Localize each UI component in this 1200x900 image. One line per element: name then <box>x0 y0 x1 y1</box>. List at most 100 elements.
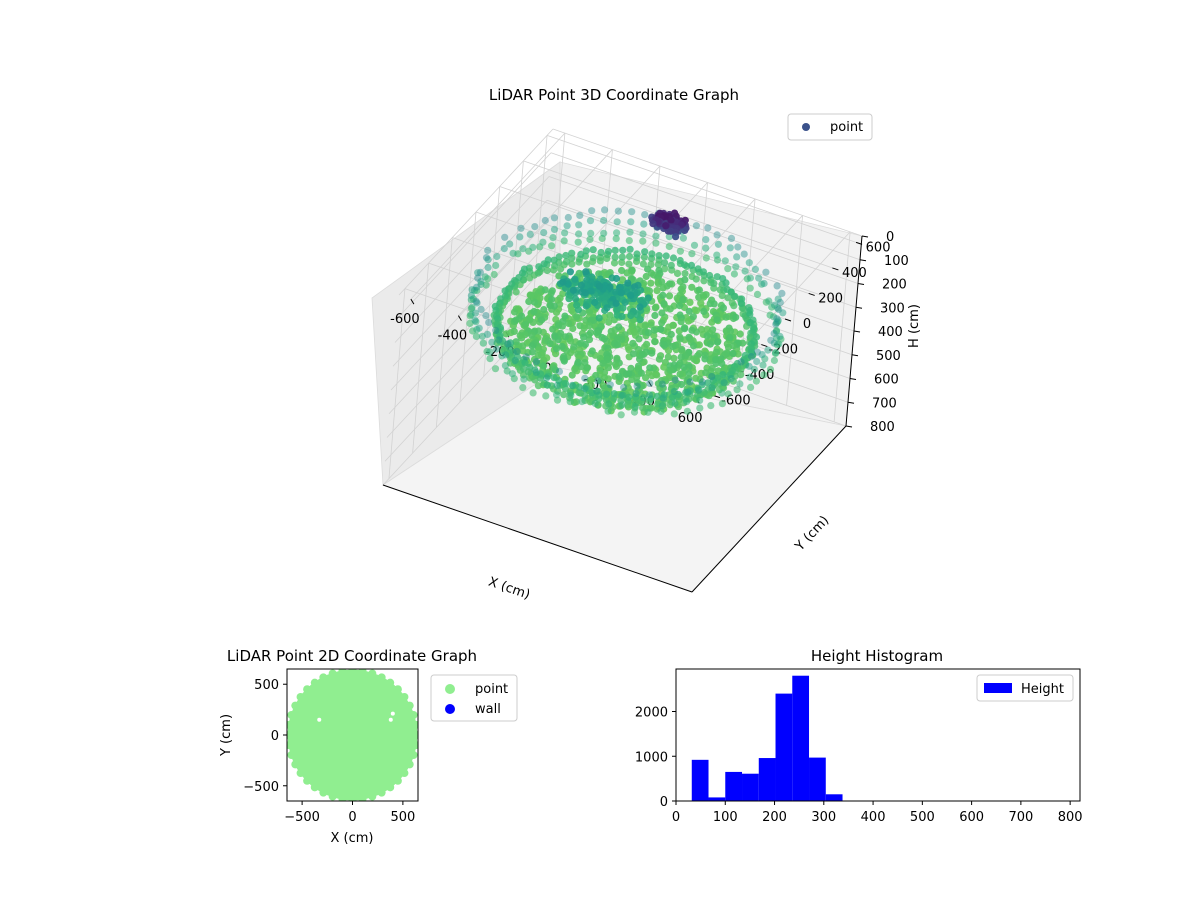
point-3d <box>707 402 715 410</box>
point-3d <box>520 375 528 383</box>
point-3d <box>553 381 561 389</box>
legend-2d-wall-label: wall <box>475 702 501 717</box>
point-3d <box>647 321 655 329</box>
point-3d <box>564 213 572 222</box>
point-3d <box>644 408 652 416</box>
point-3d <box>681 261 689 269</box>
point-3d <box>548 242 556 250</box>
point-3d <box>485 318 493 326</box>
point-3d <box>571 275 579 283</box>
point-3d <box>721 257 729 265</box>
point-3d <box>592 371 600 380</box>
point-3d <box>676 302 684 310</box>
point-3d <box>508 370 516 378</box>
point-3d <box>724 294 732 302</box>
point-3d <box>583 364 591 372</box>
point-3d <box>498 337 507 345</box>
point-3d <box>741 267 749 275</box>
point-2d <box>291 760 300 769</box>
point-3d <box>591 399 599 408</box>
point-3d <box>681 325 689 333</box>
x-axis-line <box>382 484 693 593</box>
point-3d <box>718 389 726 397</box>
point-3d <box>593 329 601 337</box>
point-3d <box>747 383 755 391</box>
point-3d <box>555 367 564 376</box>
point-3d <box>583 260 591 268</box>
gridline-3d <box>548 176 859 284</box>
point-3d <box>517 312 526 320</box>
point-3d <box>582 302 590 310</box>
point-3d <box>631 403 639 411</box>
point-3d <box>713 231 721 239</box>
z-tick-label-3d: 700 <box>872 396 897 411</box>
y-axis-line <box>691 425 847 593</box>
point-3d <box>627 311 635 320</box>
point-3d <box>617 289 626 297</box>
point-2d <box>405 760 414 769</box>
point-3d <box>611 246 619 254</box>
point-3d <box>546 340 554 348</box>
point-3d <box>540 229 548 237</box>
histogram-bar <box>792 675 810 801</box>
point-3d <box>640 220 648 228</box>
point-3d <box>619 304 627 312</box>
point-3d <box>548 295 556 303</box>
point-2d <box>287 711 296 720</box>
point-3d <box>534 382 543 390</box>
point-3d <box>528 342 536 350</box>
point-3d <box>670 374 679 383</box>
point-2d <box>287 750 296 759</box>
point-3d <box>651 304 660 312</box>
point-3d <box>534 269 542 277</box>
point-3d <box>580 333 588 341</box>
point-3d <box>657 407 665 415</box>
point-3d <box>495 336 503 344</box>
point-3d <box>533 359 541 367</box>
point-3d <box>659 284 667 292</box>
point-3d <box>753 357 761 366</box>
y-ticks-histogram: 0 1000 2000 <box>635 706 676 810</box>
point-2d <box>348 795 357 801</box>
point-3d <box>626 228 634 236</box>
point-3d <box>685 375 693 383</box>
point-3d <box>713 273 721 281</box>
point-3d <box>669 342 677 351</box>
point-2d <box>358 669 367 676</box>
point-3d <box>516 233 524 241</box>
gridline-3d <box>544 223 855 332</box>
point-3d <box>726 327 735 335</box>
point-3d <box>661 259 669 267</box>
point-3d <box>482 281 490 289</box>
point-2d <box>303 685 312 694</box>
point-3d <box>746 310 754 318</box>
point-2d <box>412 731 418 739</box>
point-3d <box>641 322 649 330</box>
point-3d <box>746 373 754 381</box>
point-3d <box>734 350 742 358</box>
point-3d <box>654 261 663 269</box>
point-3d <box>639 260 648 268</box>
point-3d <box>560 391 568 399</box>
point-3d <box>589 246 597 254</box>
x-tick-label-histogram: 0 <box>672 810 680 825</box>
point-3d <box>612 235 620 243</box>
point-3d <box>588 347 596 355</box>
point-3d <box>660 363 668 371</box>
point-3d <box>612 274 621 283</box>
point-3d <box>652 232 660 240</box>
point-3d <box>658 402 667 410</box>
point-3d <box>679 295 687 304</box>
point-3d <box>556 294 564 302</box>
point-3d <box>662 252 670 260</box>
x-tick-label-2d: −500 <box>284 810 320 825</box>
point-3d <box>624 279 632 287</box>
point-3d <box>671 376 679 384</box>
point-3d <box>553 391 561 399</box>
point-3d <box>574 238 582 246</box>
x-tick-label-histogram: 300 <box>811 810 836 825</box>
point-2d <box>287 731 293 739</box>
point-3d <box>737 371 745 379</box>
point-3d <box>778 289 786 297</box>
